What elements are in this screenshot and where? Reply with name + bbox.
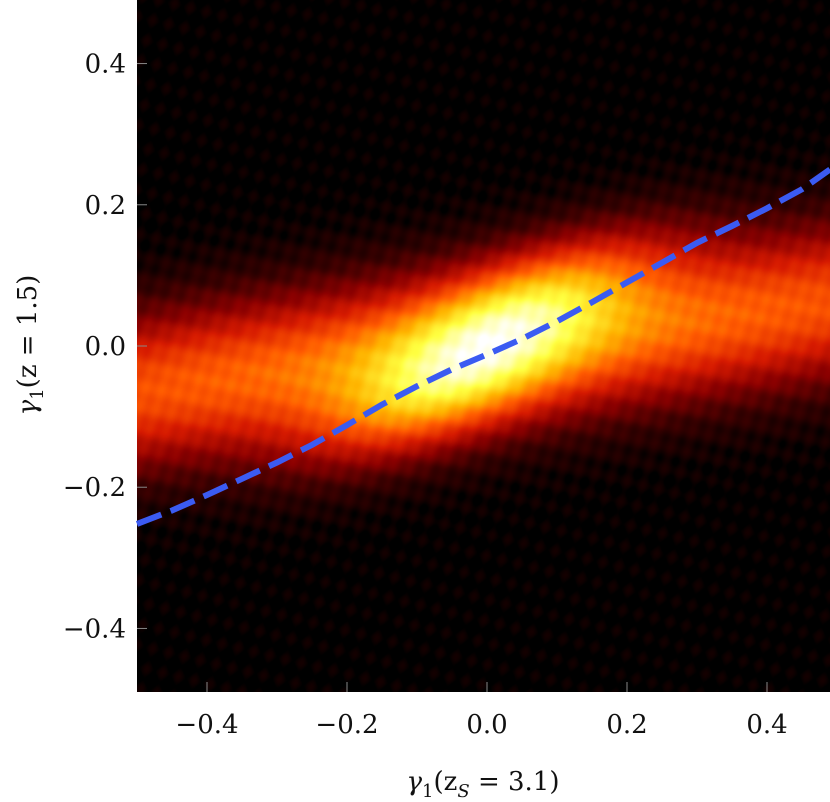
y-tick-label: −0.2 [63,473,126,503]
density-heatmap [137,0,830,692]
y-tick-label: 0.4 [85,50,126,80]
x-axis-ticks: −0.4 −0.2 0.0 0.2 0.4 [175,682,788,740]
x-tick-label: 0.2 [606,710,647,740]
y-axis-label: γ1(z = 1.5) [13,275,48,416]
y-tick-label: −0.4 [63,614,126,644]
x-tick-label: −0.2 [315,710,378,740]
series-line-0 [135,167,830,527]
y-tick-label: 0.2 [85,191,126,221]
y-axis-ticks: −0.4 −0.2 0.0 0.2 0.4 [63,50,147,644]
x-axis-label: γ1(zS = 3.1) [407,767,560,802]
x-tick-label: −0.4 [175,710,238,740]
plot-area [135,0,830,692]
x-tick-label: 0.4 [746,710,787,740]
y-tick-label: 0.0 [85,332,126,362]
x-tick-label: 0.0 [466,710,507,740]
